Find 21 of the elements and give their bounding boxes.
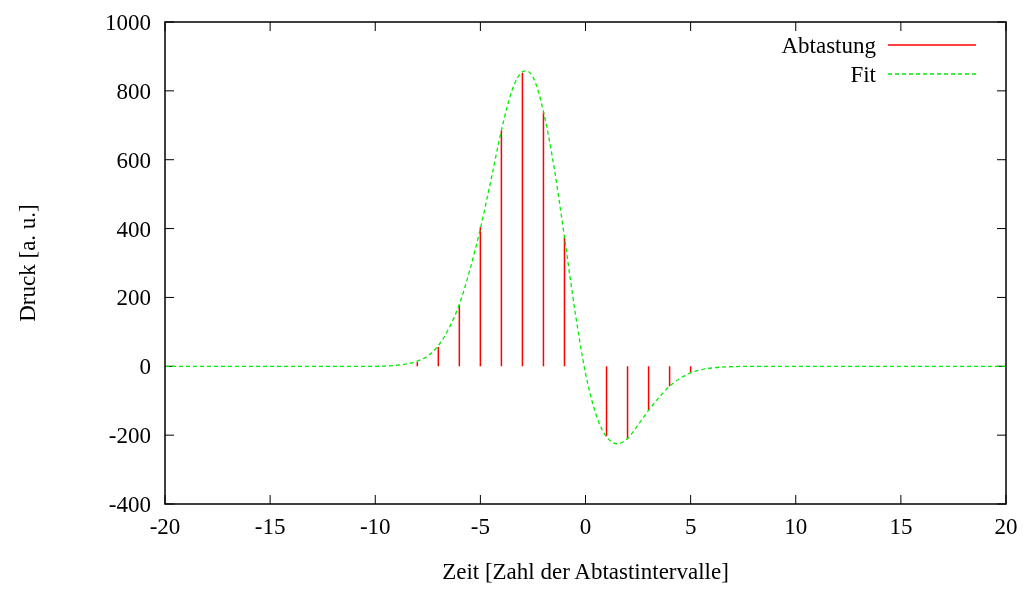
y-tick-label: 600: [116, 147, 151, 173]
legend-label: Fit: [850, 62, 877, 88]
x-tick-label: 0: [579, 514, 592, 539]
legend-label: Abtastung: [781, 33, 877, 59]
y-tick-label: 0: [139, 354, 151, 380]
x-tick-label: 5: [684, 514, 697, 539]
y-tick-label: 800: [116, 78, 151, 104]
x-tick-label: -15: [254, 514, 286, 539]
x-tick-label: -10: [359, 514, 391, 539]
x-axis-title: Zeit [Zahl der Abtastintervalle]: [442, 559, 729, 584]
y-tick-label: 400: [116, 216, 151, 242]
y-tick-label: -200: [108, 423, 151, 449]
x-tick-label: 15: [889, 514, 913, 539]
x-tick-label: -20: [149, 514, 181, 539]
y-tick-label: -400: [108, 492, 151, 518]
x-tick-label: -5: [470, 514, 490, 539]
y-tick-label: 1000: [105, 10, 151, 36]
y-axis-title: Druck [a. u.]: [15, 204, 40, 322]
x-tick-label: 20: [994, 514, 1018, 539]
y-tick-label: 200: [116, 285, 151, 311]
x-tick-label: 10: [784, 514, 808, 539]
